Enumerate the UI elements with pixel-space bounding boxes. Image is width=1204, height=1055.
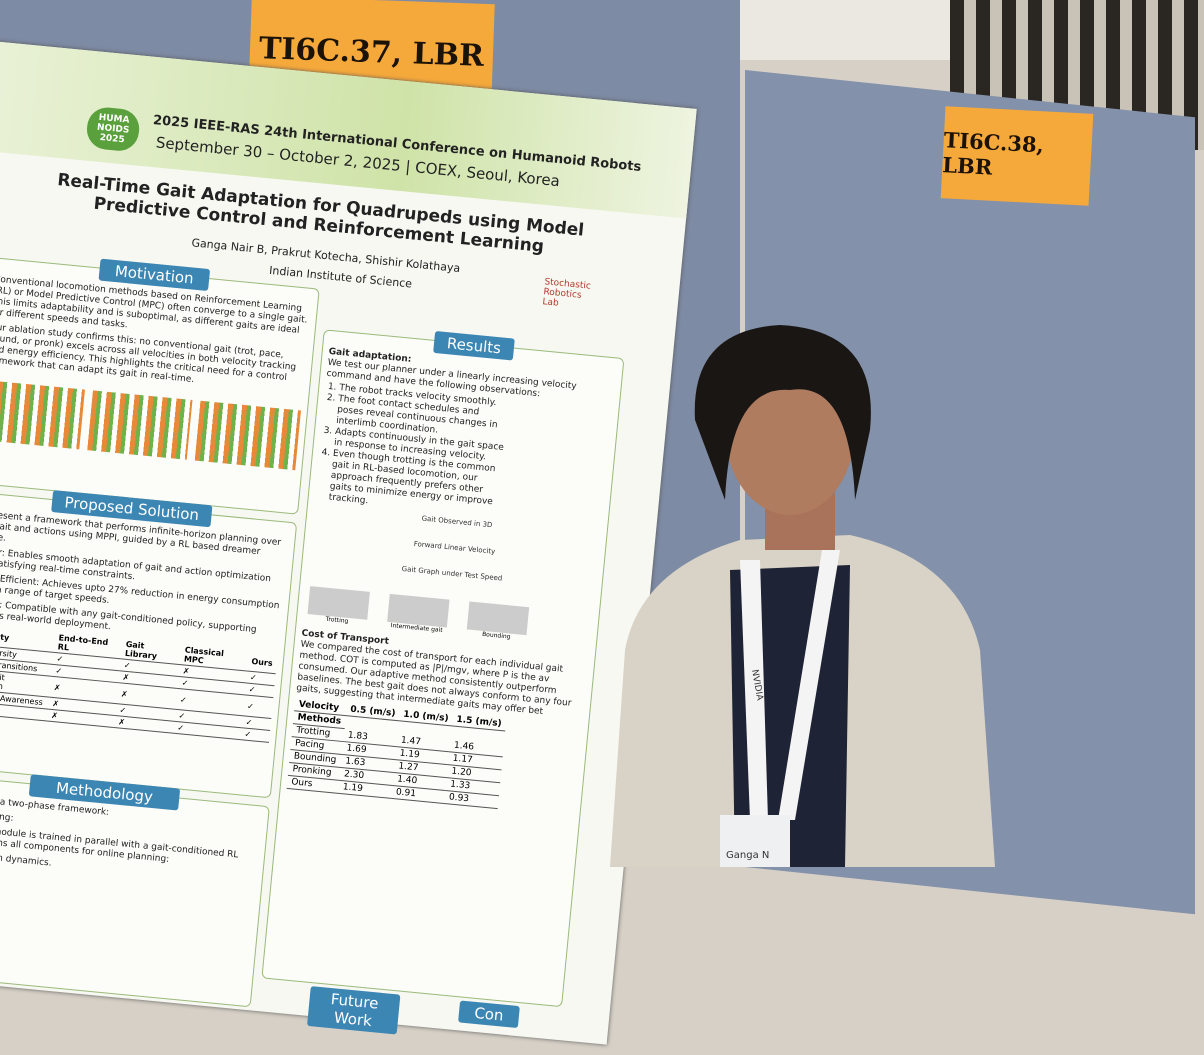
gait-thumb: Bounding	[466, 601, 530, 642]
results-box: Results Gait adaptation: We test our pla…	[261, 329, 625, 1008]
section-heading: Results	[433, 330, 515, 361]
booth-sign: TI6C.38, LBR	[940, 106, 1094, 206]
hair	[694, 325, 871, 500]
header-cell: Ours	[246, 650, 278, 674]
badge-name: Ganga N	[726, 850, 769, 861]
section-heading: Future Work	[307, 986, 401, 1035]
motivation-box: Motivation Conventional locomotion metho…	[0, 256, 320, 515]
gait-thumb: Intermediate gait	[386, 593, 450, 635]
chart-thumbnail	[195, 400, 301, 471]
cell: ✓	[242, 694, 274, 719]
solution-box: Proposed Solution We present a framework…	[0, 490, 298, 799]
header-cell: 0.5 (m/s)	[345, 703, 400, 721]
cell: ✓	[239, 727, 271, 743]
gait-thumb: Trotting	[307, 586, 370, 627]
methodology-box: Methodology We propose a two-phase frame…	[0, 774, 270, 1008]
chart-thumbnail	[0, 379, 85, 450]
section-heading: Con	[458, 1000, 520, 1029]
lanyard	[740, 550, 840, 820]
poster: HUMA NOIDS 2025 2025 IEEE-RAS 24th Inter…	[0, 40, 697, 1045]
page: TI6C.37, LBR TI6C.38, LBR HUMA NOIDS 202…	[0, 0, 1204, 867]
chart-thumbnail	[86, 390, 193, 460]
header-cell: 1.5 (m/s)	[451, 713, 507, 731]
lab: Stochastic Robotics Lab	[541, 277, 592, 309]
person: NVIDIA Ganga N	[610, 325, 995, 867]
header-cell: 1.0 (m/s)	[398, 708, 454, 726]
badge	[720, 815, 790, 867]
ceiling	[700, 0, 960, 60]
